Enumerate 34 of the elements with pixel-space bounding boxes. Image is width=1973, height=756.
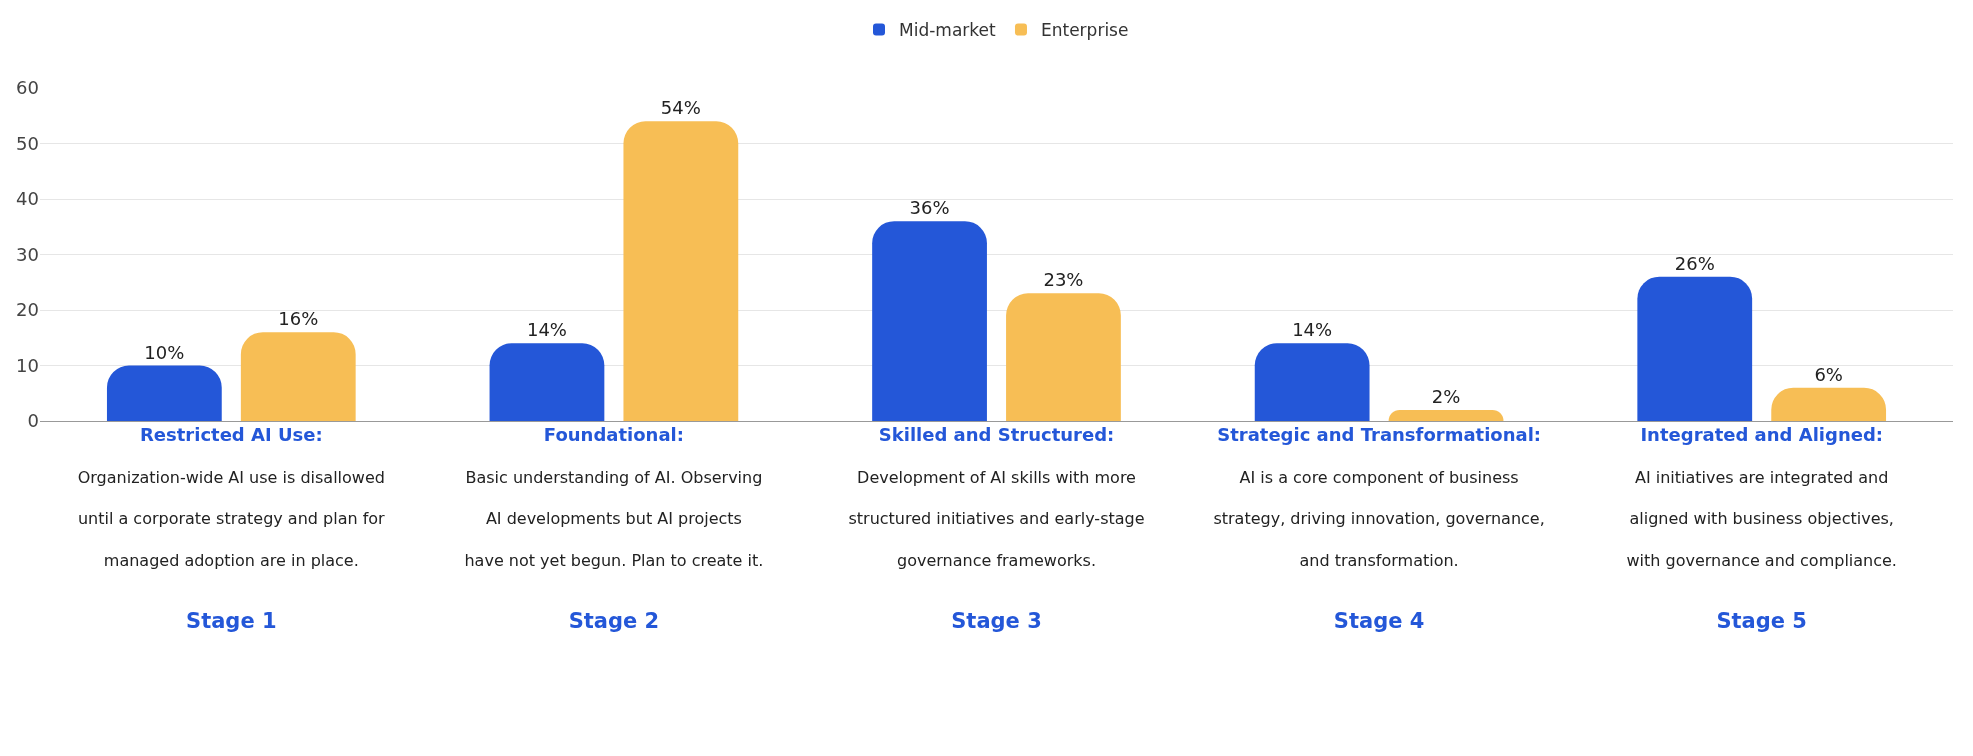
y-tick-label: 20 [16, 299, 39, 321]
data-label: 54% [660, 97, 701, 119]
bar [872, 221, 987, 421]
bar [240, 332, 356, 421]
bar [1254, 343, 1370, 421]
category-label: Foundational: Basic understanding of AI. Observing AI developments but AI projects have not yet begun. Plan to create it. Stage 2 [464, 424, 764, 634]
category-label: Integrated and Aligned: AI initiatives are integrated and aligned with business objectives, with governance and compliance. Stage 5 [1626, 424, 1897, 634]
data-label: 36% [909, 197, 950, 219]
legend-label: Enterprise [1040, 20, 1129, 41]
data-label: 14% [1292, 319, 1333, 341]
bar [1388, 409, 1504, 421]
y-tick-label: 40 [16, 188, 39, 210]
data-label: 16% [278, 308, 319, 330]
y-tick-label: 0 [27, 410, 39, 432]
data-label: 2% [1431, 385, 1461, 407]
category-label: Skilled and Structured: Development of AI skills with more structured initiatives and early-stage governance frameworks. Stage 3 [848, 424, 1145, 634]
bar [1637, 276, 1753, 421]
data-label: 14% [526, 319, 567, 341]
y-tick-label: 60 [16, 77, 39, 99]
bar [106, 365, 222, 421]
category-label: Strategic and Transformational: AI is a core component of business strategy, driving innovation, governance, and transformation. Stage 4 [1213, 424, 1545, 634]
bar [1006, 293, 1121, 421]
category-label: Restricted AI Use: Organization-wide AI use is disallowed until a corporate strategy and plan for managed adoption are in place. Stage 1 [77, 424, 385, 634]
legend-label: Mid-market [899, 20, 996, 41]
data-label: 6% [1814, 363, 1843, 385]
bar [489, 343, 605, 421]
bar [1771, 387, 1887, 421]
y-tick-label: 50 [16, 132, 39, 154]
bar [623, 121, 739, 421]
data-label: 26% [1674, 252, 1715, 274]
data-label: 23% [1043, 269, 1084, 291]
y-tick-label: 30 [16, 243, 39, 265]
data-label: 10% [144, 341, 185, 363]
y-tick-label: 10 [16, 354, 39, 376]
